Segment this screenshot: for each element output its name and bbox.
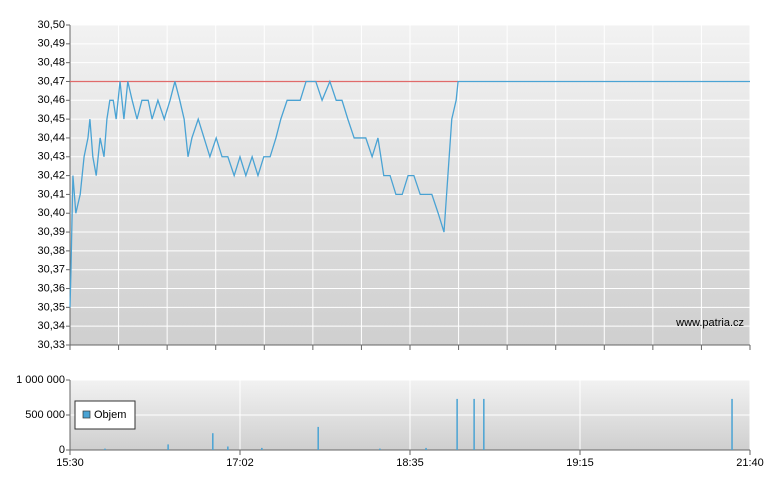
y-tick-label: 500 000 [25, 409, 65, 421]
bar [456, 398, 458, 450]
y-tick-label: 1 000 000 [16, 374, 65, 386]
y-tick-label: 30,39 [37, 226, 65, 238]
bar [483, 398, 485, 450]
y-tick-label: 30,50 [37, 19, 65, 31]
bar [167, 444, 169, 450]
x-tick-label: 21:40 [736, 457, 764, 469]
legend-label: Objem [94, 409, 126, 421]
bar [104, 448, 106, 450]
y-tick-label: 30,41 [37, 188, 65, 200]
y-tick-label: 30,35 [37, 301, 65, 313]
bar [212, 433, 214, 450]
x-tick-label: 19:15 [566, 457, 594, 469]
y-tick-label: 30,44 [37, 132, 65, 144]
legend-swatch [82, 410, 91, 419]
bar [261, 447, 263, 450]
y-tick-label: 30,33 [37, 339, 65, 351]
bar [317, 426, 319, 450]
bar [473, 398, 475, 450]
y-tick-label: 30,37 [37, 264, 65, 276]
x-tick-label: 17:02 [226, 457, 254, 469]
bar [379, 448, 381, 450]
y-tick-label: 0 [59, 444, 65, 456]
y-tick-label: 30,49 [37, 38, 65, 50]
annotation: www.patria.cz [675, 317, 744, 329]
bar [731, 398, 733, 450]
y-tick-label: 30,34 [37, 320, 65, 332]
y-tick-label: 30,45 [37, 113, 65, 125]
y-tick-label: 30,40 [37, 207, 65, 219]
y-tick-label: 30,36 [37, 282, 65, 294]
y-tick-label: 30,42 [37, 169, 65, 181]
line [69, 79, 750, 308]
y-tick-label: 30,47 [37, 75, 65, 87]
x-tick-label: 18:35 [396, 457, 424, 469]
x-tick-label: 15:30 [56, 457, 84, 469]
legend: Objem [74, 400, 136, 430]
y-tick-label: 30,43 [37, 151, 65, 163]
bar [227, 446, 229, 450]
bar [425, 447, 427, 450]
y-tick-label: 30,38 [37, 245, 65, 257]
y-tick-label: 30,48 [37, 57, 65, 69]
y-tick-label: 30,46 [37, 94, 65, 106]
